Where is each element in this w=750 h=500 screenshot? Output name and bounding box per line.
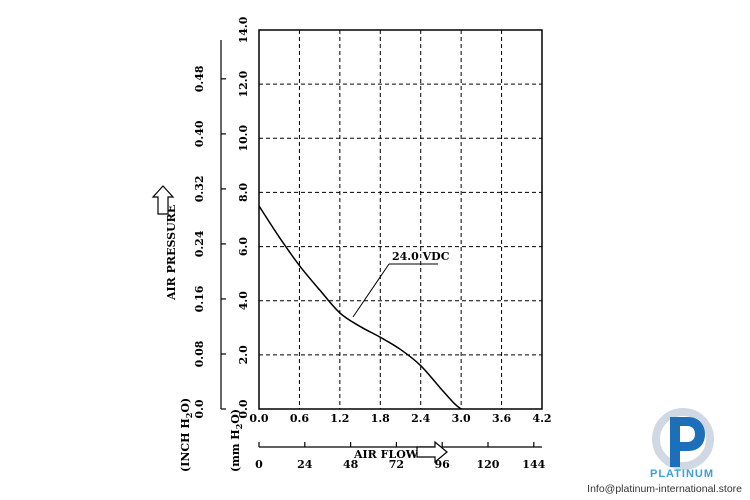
x-primary-tick-label: 0.0 xyxy=(249,412,268,425)
x-secondary-tick-labels: 0 24 48 72 96 120 144 xyxy=(255,442,546,471)
x-secondary-tick-label: 0 xyxy=(255,458,263,471)
y-inch-tick-labels: 0.0 0.08 0.16 0.24 0.32 0.40 0.48 xyxy=(193,65,226,419)
x-secondary-tick-label: 120 xyxy=(477,458,500,471)
plot-area xyxy=(258,29,543,410)
x-arrow-icon xyxy=(416,440,448,464)
annotation-label: 24.0 VDC xyxy=(392,250,450,263)
x-primary-tick-label: 0.6 xyxy=(290,412,309,425)
series-line-24vdc xyxy=(258,205,462,410)
y-mm-tick-label: 4.0 xyxy=(237,291,250,310)
x-primary-tick-label: 1.2 xyxy=(330,412,349,425)
y-inch-tick-label: 0.0 xyxy=(193,399,206,418)
x-secondary-tick-label: 48 xyxy=(343,458,359,471)
y-axis-title: AIR PRESSURE xyxy=(165,205,178,301)
y-mm-tick-labels: 0.0 2.0 4.0 6.0 8.0 10.0 12.0 14.0 xyxy=(237,16,250,418)
contact-email: Info@platinum-international.store xyxy=(587,483,742,495)
brand-name: PLATINUM xyxy=(649,468,714,480)
x-primary-tick-label: 3.6 xyxy=(492,412,511,425)
y-inch-tick-label: 0.40 xyxy=(193,120,206,147)
y-mm-tick-label: 14.0 xyxy=(237,16,250,43)
x-primary-tick-label: 3.0 xyxy=(452,412,471,425)
y-arrow-icon xyxy=(151,185,175,215)
grid-lines xyxy=(259,30,542,409)
y-mm-tick-label: 2.0 xyxy=(237,345,250,364)
y-mm-tick-label: 6.0 xyxy=(237,237,250,256)
y-inch-tick-label: 0.32 xyxy=(193,175,206,202)
annotation-leader xyxy=(352,263,390,318)
platinum-logo-icon xyxy=(652,408,714,470)
x-primary-tick-label: 1.8 xyxy=(371,412,390,425)
y-mm-tick-label: 10.0 xyxy=(237,125,250,152)
y-inch-tick-label: 0.24 xyxy=(193,230,206,257)
y-mm-tick-label: 12.0 xyxy=(237,70,250,97)
x-secondary-tick-label: 72 xyxy=(389,458,404,471)
x-axis-title: AIR FLOW xyxy=(353,448,419,461)
y-inch-tick-label: 0.16 xyxy=(193,285,206,312)
x-primary-tick-label: 2.4 xyxy=(411,412,430,425)
x-primary-tick-label: 4.2 xyxy=(532,412,551,425)
x-secondary-tick-label: 96 xyxy=(435,458,451,471)
x-primary-tick-labels: 0.0 0.6 1.2 1.8 2.4 3.0 3.6 4.2 xyxy=(249,412,551,425)
y-inch-tick-label: 0.08 xyxy=(193,340,206,367)
y-inch-unit-label: (INCH H2O) xyxy=(179,398,194,472)
y-mm-unit-label: (mm H2O) xyxy=(229,409,244,472)
y-inch-tick-label: 0.48 xyxy=(193,65,206,92)
x-secondary-tick-label: 144 xyxy=(522,458,545,471)
y-mm-tick-label: 8.0 xyxy=(237,183,250,202)
x-secondary-tick-label: 24 xyxy=(297,458,313,471)
y-mm-tick-label: 0.0 xyxy=(237,399,250,418)
